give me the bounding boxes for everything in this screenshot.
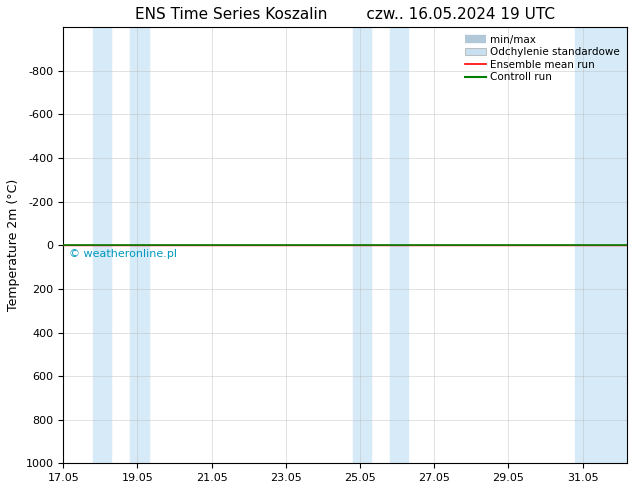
Legend: min/max, Odchylenie standardowe, Ensemble mean run, Controll run: min/max, Odchylenie standardowe, Ensembl…	[461, 30, 624, 87]
Y-axis label: Temperature 2m (°C): Temperature 2m (°C)	[7, 179, 20, 312]
Bar	[575, 27, 627, 464]
Bar	[390, 27, 408, 464]
Bar	[353, 27, 371, 464]
Bar	[93, 27, 112, 464]
Bar	[130, 27, 148, 464]
Title: ENS Time Series Koszalin        czw.. 16.05.2024 19 UTC: ENS Time Series Koszalin czw.. 16.05.202…	[135, 7, 555, 22]
Text: © weatheronline.pl: © weatheronline.pl	[69, 249, 177, 259]
